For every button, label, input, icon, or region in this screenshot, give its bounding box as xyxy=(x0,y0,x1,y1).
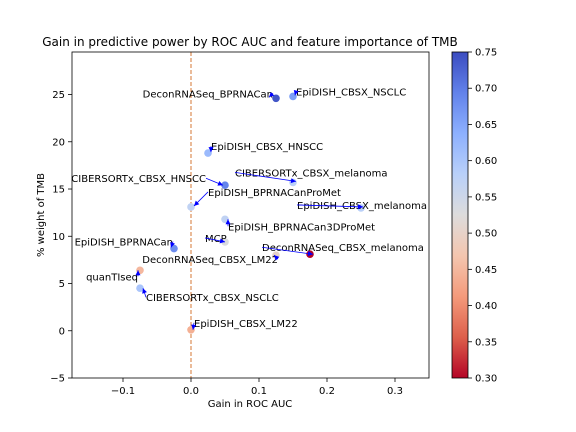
point-label: CIBERSORTx_CBSX_NSCLC xyxy=(146,293,279,304)
annotation-arrowhead xyxy=(170,242,175,248)
annotation-arrowhead xyxy=(191,324,197,330)
colorbar-tick-label: 0.65 xyxy=(475,120,497,131)
x-tick-label: 0.2 xyxy=(319,386,335,397)
plot-area: −0.1 0.0 0.1 0.2 0.3 −5 0 5 10 15 20 25 DeconRNASeq_… xyxy=(50,52,427,397)
annotation-arrowhead xyxy=(194,200,200,206)
annotation-arrowhead xyxy=(142,288,147,294)
annotation-arrowhead xyxy=(293,89,299,96)
annotation-arrowhead xyxy=(290,178,296,184)
annotation-arrowhead xyxy=(225,219,231,225)
y-tick-label: −5 xyxy=(50,374,65,385)
colorbar-tick-label: 0.50 xyxy=(475,229,497,240)
point-label: EpiDISH_BPRNACan xyxy=(75,238,173,249)
point-label: DeconRNASeq_BPRNACan xyxy=(143,89,273,100)
colorbar-tick-label: 0.70 xyxy=(475,84,497,95)
colorbar-tick-label: 0.45 xyxy=(475,265,497,276)
annotation-arrowhead xyxy=(135,270,141,276)
data-point xyxy=(221,181,229,190)
point-label: EpiDISH_BPRNACan3DProMet xyxy=(228,222,375,233)
annotation-arrow xyxy=(296,204,364,208)
colorbar-tick-label: 0.30 xyxy=(475,374,497,385)
data-point xyxy=(170,244,178,253)
point-label: quanTIseq xyxy=(86,272,138,283)
colorbar-tick-label: 0.35 xyxy=(475,337,497,348)
point-label: DeconRNASeq_CBSX_melanoma xyxy=(262,243,424,254)
y-tick-label: 15 xyxy=(52,185,65,196)
point-label: EpiDISH_CBSX_LM22 xyxy=(194,319,298,330)
point-label: CIBERSORTx_CBSX_HNSCC xyxy=(71,174,206,185)
point-label: MCP xyxy=(205,234,227,245)
data-point xyxy=(204,149,212,157)
annotation-arrowhead xyxy=(274,255,280,261)
annotation-arrow xyxy=(261,246,314,255)
data-point xyxy=(136,284,144,293)
x-tick-label: 0.1 xyxy=(251,386,267,397)
x-tick-label: 0.3 xyxy=(387,386,403,397)
point-label: EpiDISH_CBSX_HNSCC xyxy=(211,142,323,153)
data-point xyxy=(221,215,229,224)
chart-title: Gain in predictive power by ROC AUC and … xyxy=(42,35,458,49)
y-tick-label: 20 xyxy=(52,137,65,148)
colorbar-tick-label: 0.60 xyxy=(475,156,497,167)
data-point xyxy=(187,203,195,211)
colorbar: 0.30 0.35 0.40 0.45 0.50 0.55 0.60 0.65 0.70 0.75 xyxy=(451,48,497,385)
y-axis-label: % weight of TMB xyxy=(36,173,47,257)
point-label: EpiDISH_BPRNACanProMet xyxy=(208,188,341,199)
y-tick-label: 10 xyxy=(52,232,65,243)
annotation-arrowhead xyxy=(208,147,214,153)
y-tick-label: 25 xyxy=(52,90,65,101)
point-label: DeconRNASeq_CBSX_LM22 xyxy=(142,255,278,266)
x-tick-label: −0.1 xyxy=(111,386,135,397)
point-label: EpiDISH_CBSX_NSCLC xyxy=(296,87,406,98)
x-tick-label: 0.0 xyxy=(183,386,199,397)
plot-frame xyxy=(71,51,430,379)
annotation-arrowhead xyxy=(307,251,313,257)
colorbar-gradient xyxy=(451,51,469,379)
annotation-arrowhead xyxy=(269,91,275,98)
annotation-arrow xyxy=(234,172,297,182)
x-axis-label: Gain in ROC AUC xyxy=(208,399,293,410)
colorbar-tick-label: 0.55 xyxy=(475,192,497,203)
y-tick-label: 0 xyxy=(59,326,65,337)
data-point xyxy=(272,94,280,103)
annotation-arrowhead xyxy=(219,238,225,244)
colorbar-tick-label: 0.40 xyxy=(475,301,497,312)
colorbar-tick-label: 0.75 xyxy=(475,48,497,59)
annotation-arrowhead xyxy=(357,204,363,210)
point-label: CIBERSORTx_CBSX_melanoma xyxy=(235,168,388,179)
annotation-arrowhead xyxy=(217,181,223,186)
y-tick-label: 5 xyxy=(59,279,65,290)
